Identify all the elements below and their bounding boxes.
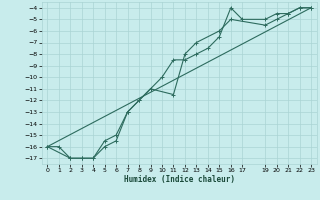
- X-axis label: Humidex (Indice chaleur): Humidex (Indice chaleur): [124, 175, 235, 184]
